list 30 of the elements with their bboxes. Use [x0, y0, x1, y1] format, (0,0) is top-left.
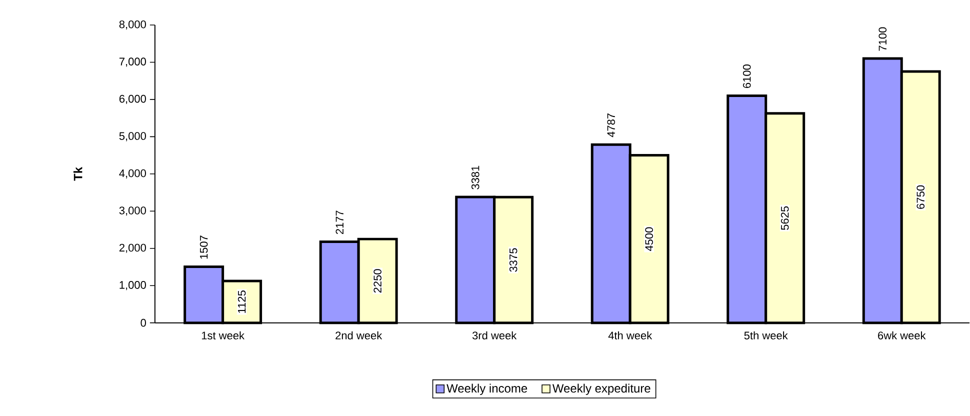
data-label: 2250: [374, 269, 382, 293]
x-tick-label: 4th week: [608, 331, 652, 340]
y-tick-label: 5,000: [119, 132, 146, 142]
x-tick-label: 2nd week: [336, 331, 382, 340]
y-tick-label: 6,000: [119, 95, 146, 104]
x-tick-label: 5th week: [744, 331, 788, 340]
data-label: 7100: [878, 27, 887, 51]
y-tick-label: 7,000: [119, 58, 146, 67]
y-tick-label: 8,000: [119, 20, 146, 30]
data-label: 3375: [509, 248, 518, 272]
legend-label: Weekly income: [446, 384, 528, 396]
y-tick-label: 0: [140, 319, 146, 327]
data-label: 1507: [200, 236, 208, 259]
y-tick-label: 3,000: [119, 206, 146, 216]
legend-label: Weekly expediture: [552, 384, 650, 396]
data-label: 1125: [238, 290, 246, 313]
data-label: 6750: [916, 185, 925, 209]
data-label: 3381: [471, 166, 480, 190]
data-label: 2177: [336, 210, 344, 234]
x-tick-label: 6wk week: [878, 331, 926, 340]
y-tick-label: 2,000: [119, 244, 146, 254]
x-tick-label: 3rd week: [472, 331, 517, 340]
y-tick-label: 1,000: [120, 281, 146, 290]
y-axis-title: Tk: [73, 167, 82, 181]
data-label: 4787: [607, 114, 616, 138]
x-tick-label: 1st week: [202, 331, 245, 340]
y-tick-label: 4,000: [119, 169, 146, 179]
data-label: 6100: [742, 64, 751, 88]
data-label: 4500: [645, 227, 653, 252]
data-label: 5625: [780, 206, 789, 230]
